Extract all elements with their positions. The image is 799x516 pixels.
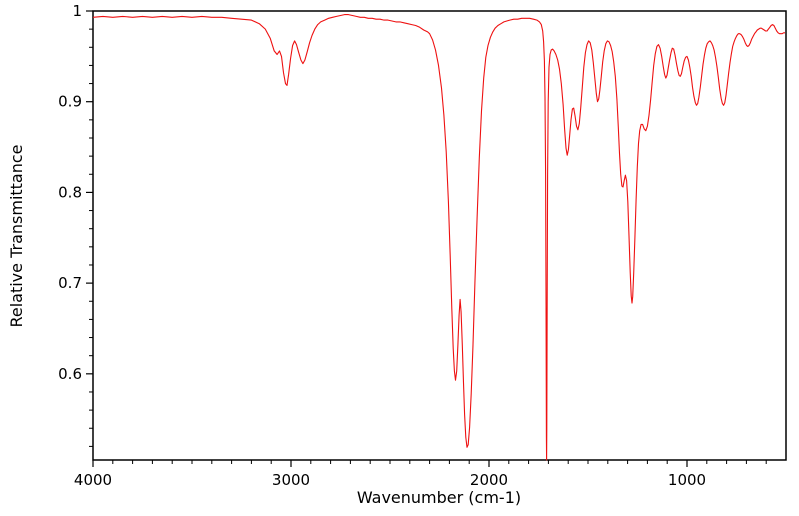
- y-tick-label: 0.9: [58, 93, 82, 111]
- x-tick-label: 1000: [668, 471, 706, 489]
- x-tick-label: 4000: [74, 471, 112, 489]
- y-axis-title: Relative Transmittance: [7, 144, 26, 327]
- plot-frame: [92, 10, 787, 461]
- y-tick-label: 1: [72, 2, 82, 20]
- x-tick-label: 3000: [272, 471, 310, 489]
- x-tick-label: 2000: [470, 471, 508, 489]
- y-tick-label: 0.8: [58, 183, 82, 201]
- y-tick-label: 0.7: [58, 274, 82, 292]
- y-tick-label: 0.6: [58, 365, 82, 383]
- x-axis-title: Wavenumber (cm-1): [357, 488, 521, 507]
- spectrum-line: [92, 14, 785, 461]
